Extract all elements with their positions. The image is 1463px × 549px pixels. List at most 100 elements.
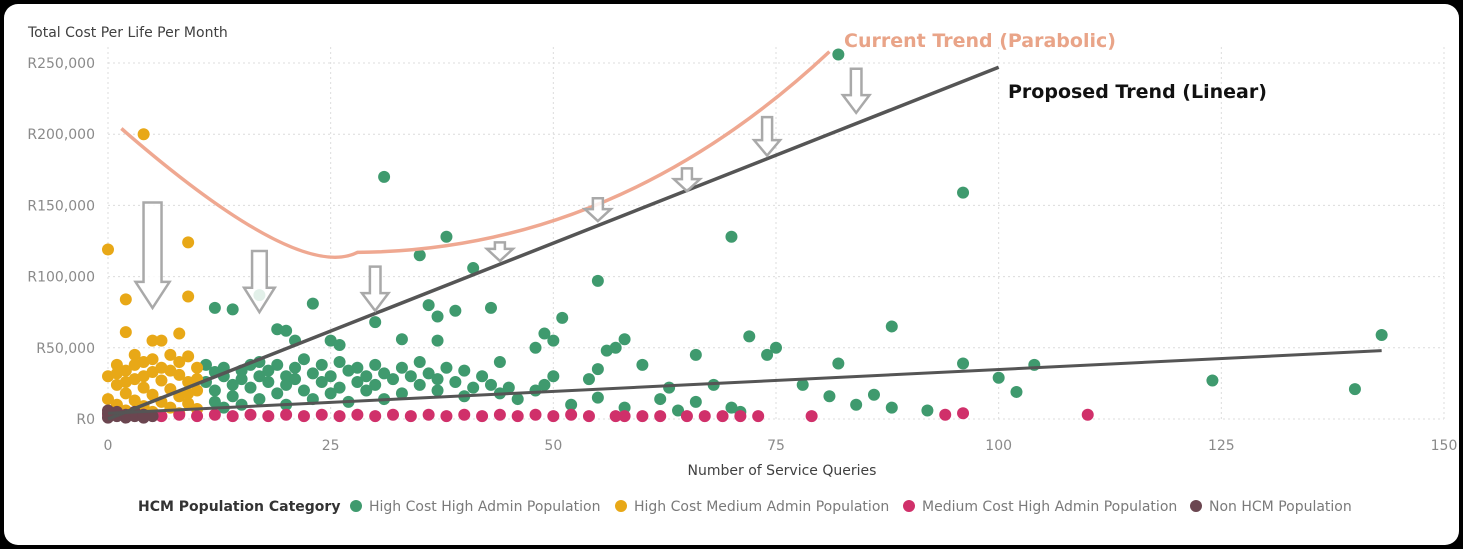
data-point: [182, 397, 195, 410]
data-point: [431, 334, 444, 347]
down-arrow: [581, 197, 615, 223]
data-point: [128, 394, 141, 407]
y-tick-label: R250,000: [27, 56, 95, 72]
y-axis-title: Total Cost Per Life Per Month: [27, 25, 228, 41]
data-point: [725, 230, 738, 243]
data-point: [431, 310, 444, 323]
data-point: [591, 391, 604, 404]
data-point: [315, 375, 328, 388]
data-point: [1010, 385, 1023, 398]
data-point: [280, 378, 293, 391]
data-point: [155, 334, 168, 347]
data-point: [476, 370, 489, 383]
data-point: [182, 350, 195, 363]
data-point: [306, 297, 319, 310]
data-point: [102, 404, 114, 417]
data-point: [164, 348, 177, 361]
down-arrow: [751, 115, 783, 158]
data-point: [306, 367, 319, 380]
data-point: [333, 381, 346, 394]
data-point: [680, 410, 693, 423]
data-point: [289, 373, 302, 386]
data-point: [867, 388, 880, 401]
data-point: [360, 384, 373, 397]
data-point: [271, 387, 284, 400]
data-point: [957, 357, 970, 370]
data-point: [333, 338, 346, 351]
data-point: [538, 378, 551, 391]
legend[interactable]: High Cost High Admin Population High Cost…: [350, 499, 1352, 515]
data-point: [885, 401, 898, 414]
data-point: [422, 408, 435, 421]
data-point: [743, 330, 756, 343]
data-point: [244, 408, 257, 421]
data-point: [582, 410, 595, 423]
data-point: [297, 384, 310, 397]
data-point: [173, 327, 186, 340]
data-point: [387, 408, 400, 421]
data-point: [119, 326, 132, 339]
data-point: [128, 358, 141, 371]
data-point: [565, 408, 578, 421]
data-point: [235, 373, 248, 386]
data-point: [137, 381, 150, 394]
data-point: [119, 387, 132, 400]
data-point: [636, 410, 649, 423]
legend-marker: [1190, 500, 1202, 512]
x-tick-label: 75: [767, 438, 785, 454]
data-points: [102, 48, 1388, 424]
data-point: [244, 381, 257, 394]
down-arrow: [840, 67, 872, 115]
data-point: [262, 375, 275, 388]
down-arrow: [133, 201, 172, 311]
data-point: [208, 384, 221, 397]
data-point: [449, 375, 462, 388]
data-point: [716, 410, 729, 423]
data-point: [119, 293, 132, 306]
down-arrow: [670, 167, 704, 193]
data-point: [636, 358, 649, 371]
data-point: [654, 410, 667, 423]
data-point: [208, 408, 221, 421]
y-tick-label: R150,000: [27, 198, 95, 214]
down-arrows: [133, 67, 872, 315]
data-point: [823, 390, 836, 403]
data-point: [529, 408, 542, 421]
data-point: [191, 361, 204, 374]
legend-marker: [350, 500, 362, 512]
data-point: [663, 381, 676, 394]
data-point: [146, 353, 159, 366]
data-point: [164, 364, 177, 377]
data-point: [297, 353, 310, 366]
data-point: [431, 384, 444, 397]
data-point: [538, 327, 551, 340]
data-point: [556, 311, 569, 324]
data-point: [102, 393, 114, 406]
data-point: [137, 370, 150, 383]
data-point: [654, 393, 667, 406]
legend-item-label: High Cost High Admin Population: [369, 499, 600, 515]
data-point: [280, 324, 293, 337]
data-point: [1375, 328, 1388, 341]
data-point: [280, 408, 293, 421]
data-point: [324, 387, 337, 400]
x-axis-title: Number of Service Queries: [688, 463, 877, 479]
data-point: [458, 364, 471, 377]
data-point: [262, 410, 275, 423]
data-point: [413, 249, 426, 262]
data-point: [689, 395, 702, 408]
data-point: [404, 410, 417, 423]
x-axis-ticks: 0 25 50 75 100 125 150: [104, 438, 1458, 454]
data-point: [734, 410, 747, 423]
data-point: [110, 358, 123, 371]
data-point: [698, 410, 711, 423]
data-point: [315, 408, 328, 421]
data-point: [565, 398, 578, 411]
grid: [107, 47, 1445, 420]
data-point: [360, 370, 373, 383]
data-point: [404, 370, 417, 383]
data-point: [146, 366, 159, 379]
data-point: [378, 170, 391, 183]
data-point: [591, 363, 604, 376]
data-point: [752, 410, 765, 423]
